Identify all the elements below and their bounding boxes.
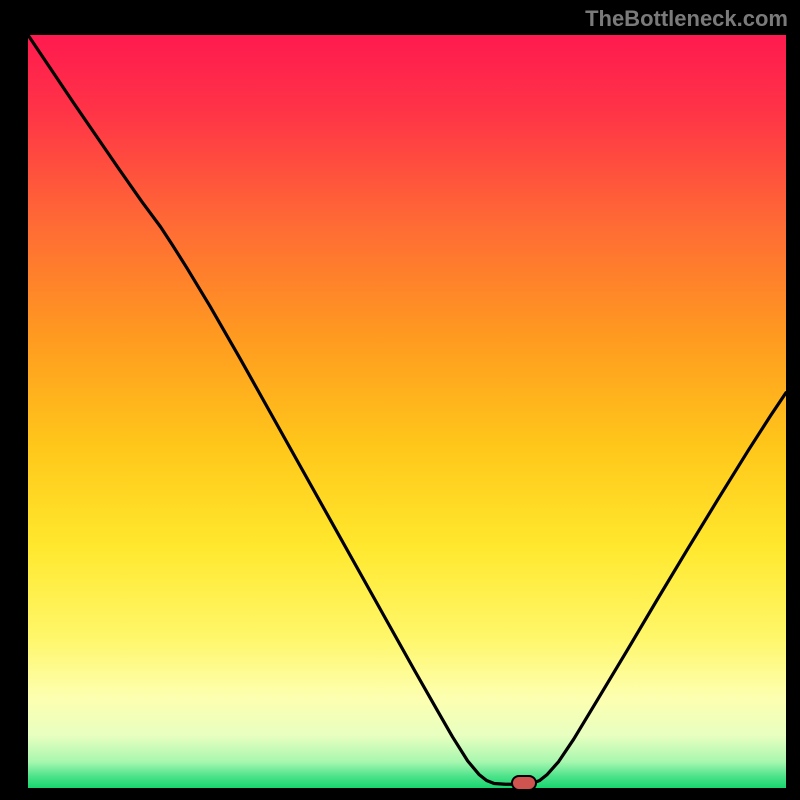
curve-path: [28, 35, 786, 784]
watermark-text: TheBottleneck.com: [585, 6, 788, 32]
optimum-marker: [510, 774, 538, 792]
plot-area: [28, 35, 786, 788]
bottleneck-curve: [28, 35, 786, 788]
marker-pill: [512, 776, 536, 790]
